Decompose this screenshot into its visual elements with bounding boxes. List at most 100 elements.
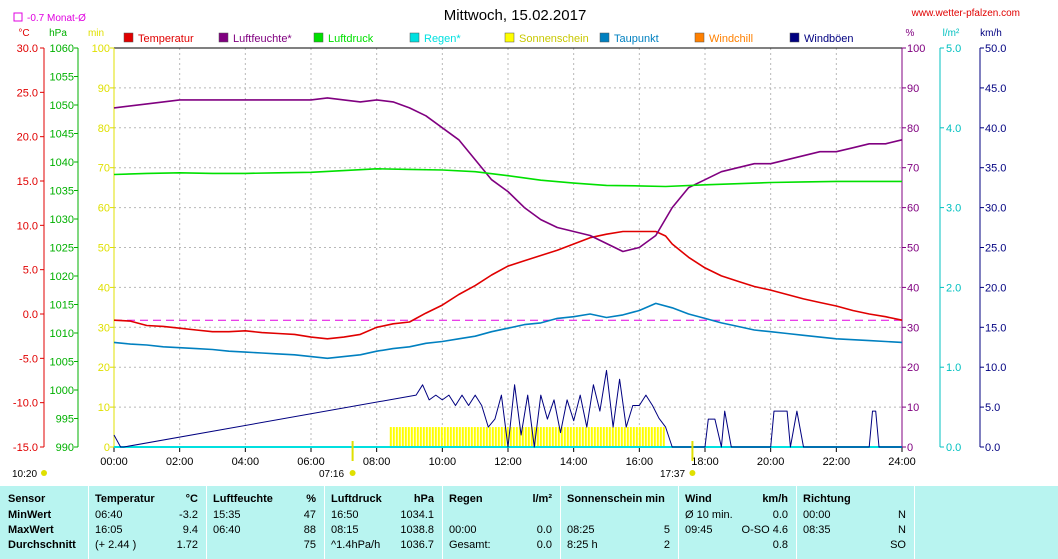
sunshine-bar [449,427,452,447]
stats-header-temp-unit: °C [185,493,198,505]
temp-axis-tick-label: -10.0 [13,398,38,410]
rain-axis-tick-label: 1.0 [946,362,961,374]
pressure-axis-unit: hPa [49,28,67,39]
pressure-axis-tick-label: 1010 [50,328,74,340]
sunshine-bar [467,427,470,447]
sunshine-bar [521,427,524,447]
temp-axis-unit: °C [18,28,29,39]
stats-header-sun: Sonnenschein min [567,493,665,505]
sunshine-bar [434,427,437,447]
sunshine-bar [611,427,614,447]
sunshine-bar [404,427,407,447]
sunshine-bar [584,427,587,447]
stats-row-label: MinWert [8,509,52,521]
x-tick-label: 02:00 [166,456,194,468]
wind-axis-unit: km/h [980,28,1002,39]
wind-axis-tick-label: 30.0 [985,203,1006,215]
temp-axis-tick-label: 10.0 [17,220,38,232]
stats-temp-time: 06:40 [95,509,123,521]
sunshine-bar [497,427,500,447]
legend-swatch [504,32,515,43]
stats-row-label: MaxWert [8,524,54,536]
x-tick-label: 18:00 [691,456,719,468]
sunshine-bar [464,427,467,447]
legend-item: Luftfeuchte* [218,32,292,45]
rain-axis-tick-label: 2.0 [946,282,961,294]
stats-divider [678,486,679,559]
sunset-label: 17:37 [660,469,685,480]
stats-press-value: 1038.8 [400,524,434,536]
sunshine-bar [485,427,488,447]
humidity-axis-tick-label: 90 [907,83,919,95]
stats-divider [914,486,915,559]
pressure-axis-tick-label: 1005 [50,357,74,369]
stats-wind-time: Ø 10 min. [685,509,733,521]
sunshine-bar [554,427,557,447]
legend-item: Regen* [409,32,461,45]
sunshine-bar [542,427,545,447]
wind-axis-tick-label: 10.0 [985,362,1006,374]
sun-axis-tick-label: 100 [92,43,110,55]
pressure-axis-tick-label: 995 [56,414,74,426]
stats-dir-value: N [898,509,906,521]
monthly-avg-label: -0.7 Monat-Ø [27,13,86,24]
x-tick-label: 10:00 [429,456,457,468]
sunshine-bar [530,427,533,447]
sunshine-bar [560,427,563,447]
humidity-axis-tick-label: 80 [907,123,919,135]
legend: Temperatur Luftfeuchte* Luftdruck Regen* Son… [123,32,854,45]
sunshine-bar [602,427,605,447]
sunshine-bar [482,427,485,447]
legend-label: Sonnenschein [519,33,589,45]
stats-header-hum-unit: % [306,493,316,505]
stats-sun-time: 08:25 [567,524,595,536]
stats-wind-value: 0.0 [772,509,788,521]
legend-item: Sonnenschein [504,32,589,45]
sunshine-bar [476,427,479,447]
sunshine-bar [440,427,443,447]
stats-header-sensor: Sensor [8,493,46,505]
stats-header-temp: Temperatur [95,493,155,505]
sunshine-bar [596,427,599,447]
sunshine-bar [491,427,494,447]
stats-header-press-unit: hPa [413,493,434,505]
wind-axis-tick-label: 45.0 [985,83,1006,95]
series-luftfeuchte [113,97,903,253]
weather-chart: 00:00 02:00 04:00 06:00 08:00 10:00 12:00 14:00… [12,7,1020,480]
sun-axis-tick-label: 90 [98,83,110,95]
stats-hum-time: 06:40 [213,524,241,536]
x-tick-label: 16:00 [626,456,654,468]
stats-rain-value: 0.0 [536,524,552,536]
sun-axis-tick-label: 80 [98,123,110,135]
legend-item: Taupunkt [599,32,659,45]
sunshine-bar [494,427,497,447]
sunshine-bar [527,427,530,447]
temp-axis-tick-label: 25.0 [17,87,38,99]
stats-press-value: 1036.7 [400,539,434,551]
sunshine-bar [614,427,617,447]
series-taupunkt [113,302,903,360]
x-tick-label: 08:00 [363,456,391,468]
legend-swatch [409,32,420,43]
start-time-label: 10:20 [12,469,37,480]
sunshine-bar [557,427,560,447]
humidity-axis-tick-label: 100 [907,43,925,55]
rain-axis-tick-label: 5.0 [946,43,961,55]
sunshine-bar [398,427,401,447]
legend-item: Temperatur [123,32,194,45]
stats-dir-time: 00:00 [803,509,831,521]
sunshine-bar [563,427,566,447]
sunshine-bar [545,427,548,447]
sunshine-bar [590,427,593,447]
sunshine-bar [662,427,665,447]
sun-axis-tick-label: 60 [98,203,110,215]
pressure-axis-tick-label: 1050 [50,100,74,112]
sunshine-bar [416,427,419,447]
stats-dir-value: SO [890,539,906,551]
humidity-axis-tick-label: 0 [907,442,913,454]
sunshine-bar [461,427,464,447]
x-tick-label: 00:00 [100,456,128,468]
x-tick-label: 24:00 [888,456,916,468]
pressure-axis-tick-label: 1060 [50,43,74,55]
wind-axis-tick-label: 0.0 [985,442,1000,454]
